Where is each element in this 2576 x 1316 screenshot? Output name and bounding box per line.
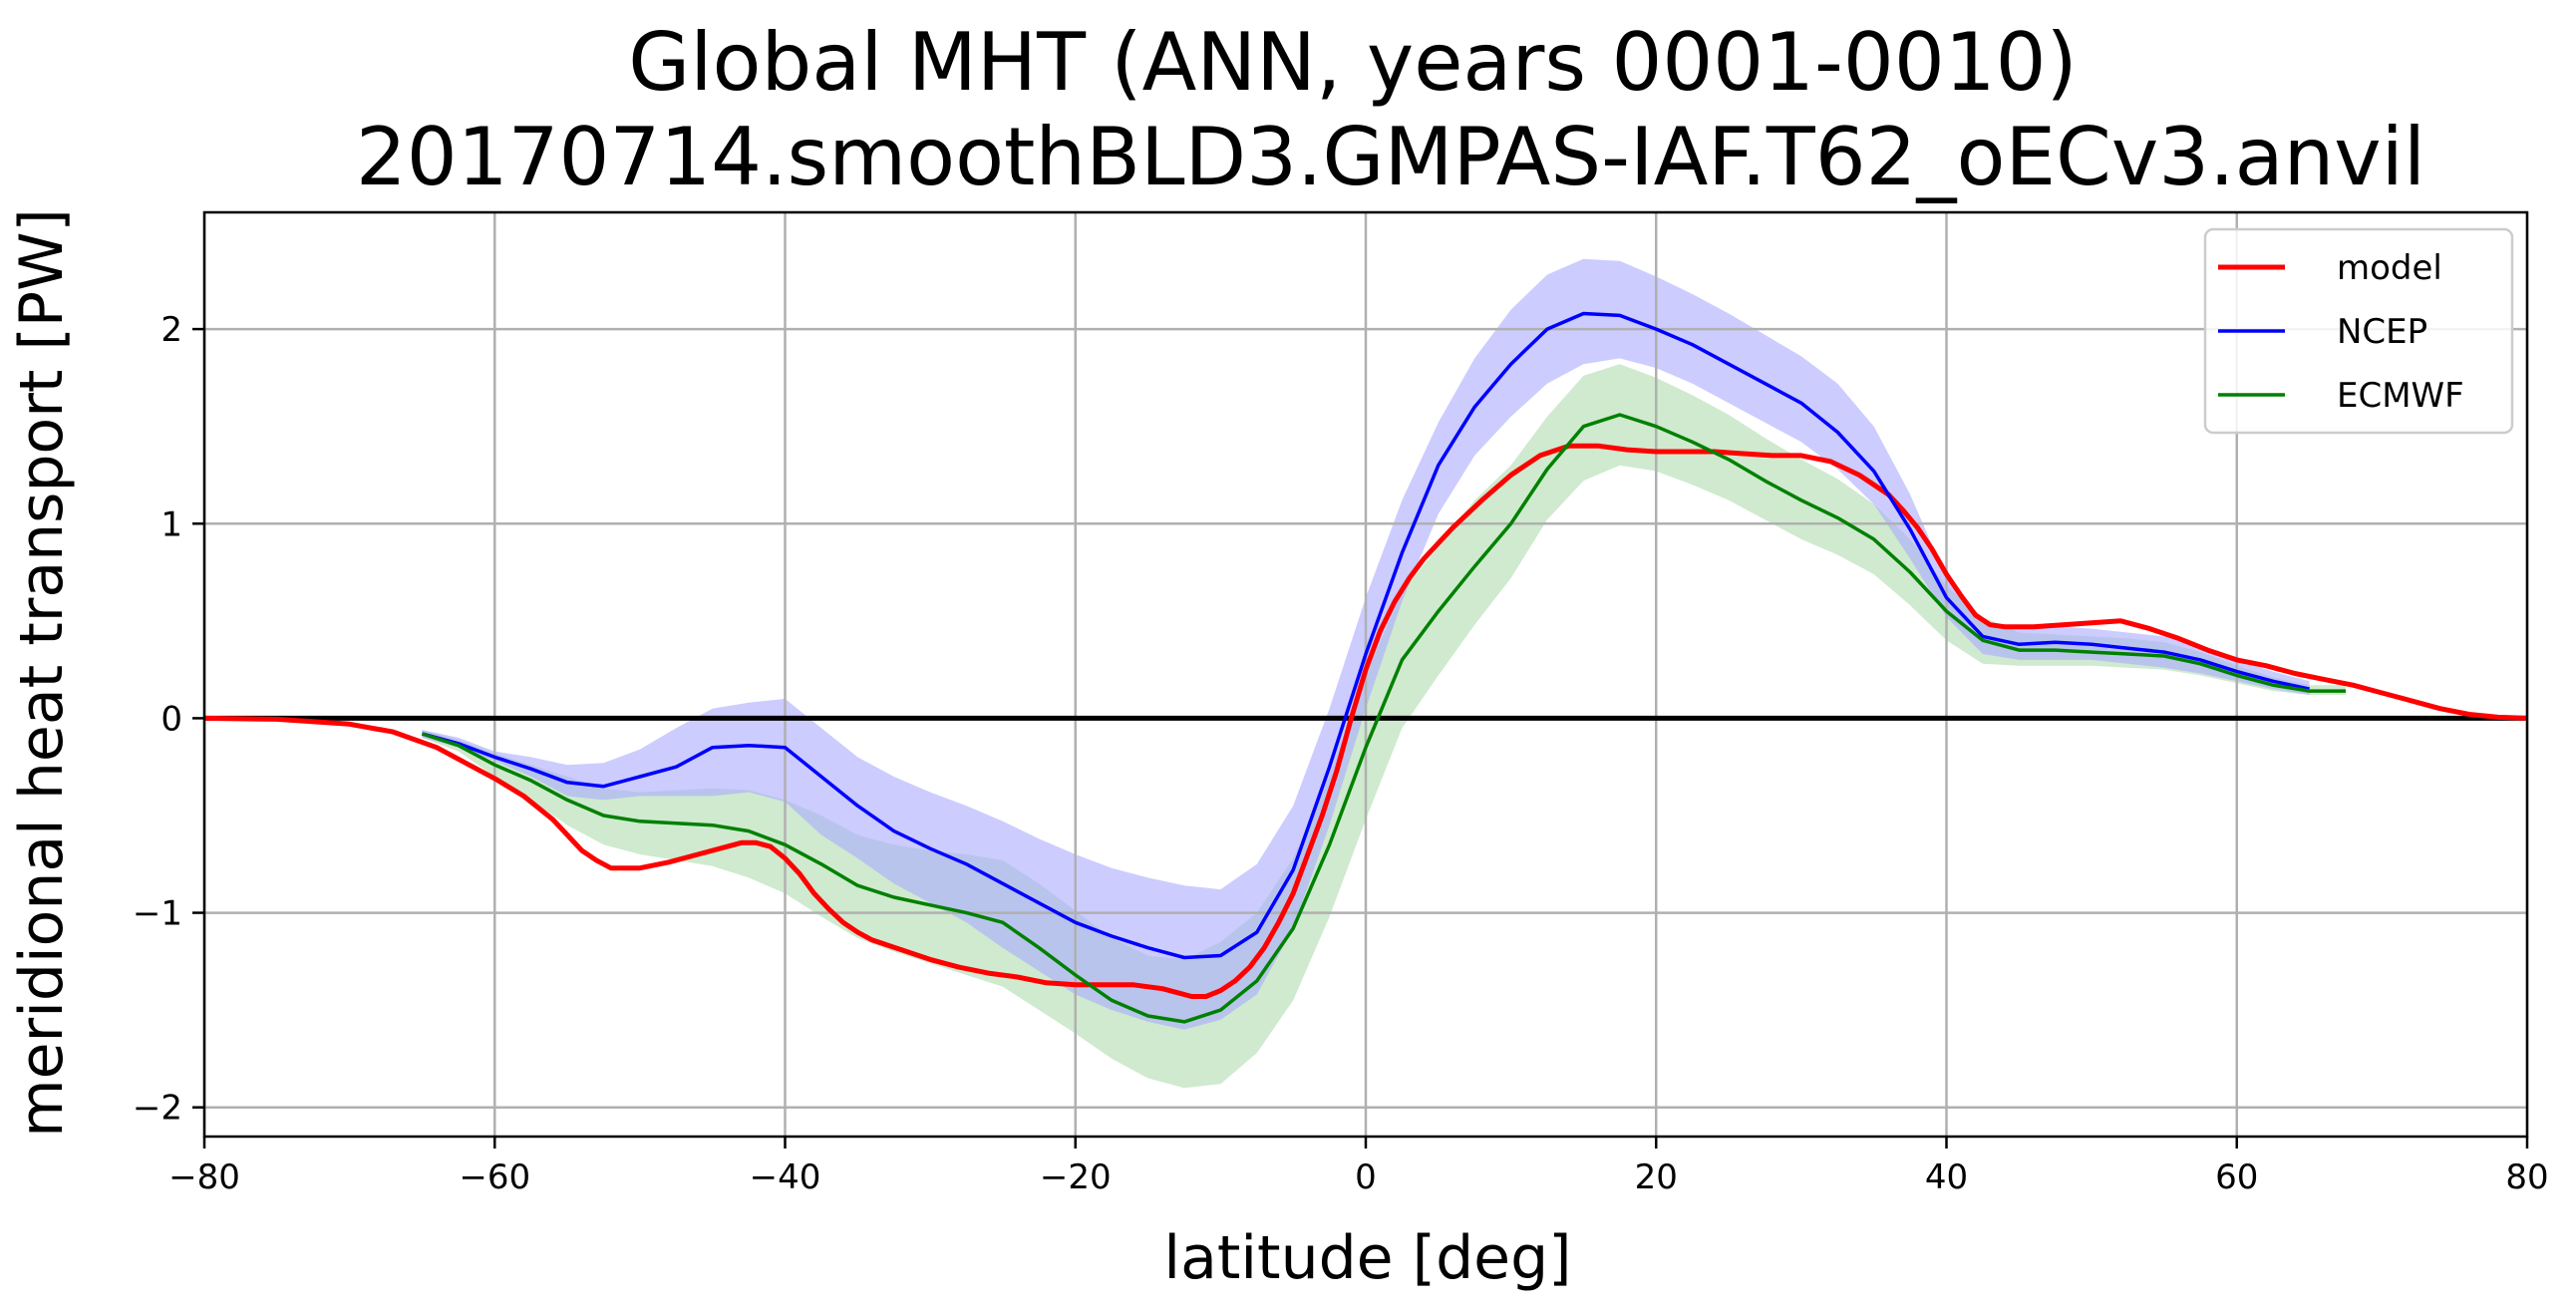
series-line-model [203,443,2528,999]
x-tick-label: 80 [2505,1157,2548,1197]
y-axis-ticks: −2 −1 0 1 2 [133,310,204,1129]
y-tick-label: 0 [161,699,182,739]
x-axis-label: latitude [deg] [1163,1223,1571,1293]
series-line-ecmwf [421,413,2346,1024]
series-line-ncep [421,311,2310,960]
legend-label-ncep: NCEP [2337,312,2427,352]
x-tick-label: 40 [1925,1157,1968,1197]
y-tick-label: 1 [161,504,182,544]
legend: model NCEP ECMWF [2203,227,2514,435]
uncertainty-bands [422,258,2346,1089]
x-axis-ticks: −80 −60 −40 −20 0 20 40 60 80 [168,1137,2549,1197]
legend-box [2203,227,2514,435]
chart-title: Global MHT (ANN, years 0001-0010) [628,16,2077,109]
x-tick-label: 60 [2215,1157,2258,1197]
x-tick-label: −60 [459,1157,530,1197]
x-tick-label: 0 [1355,1157,1377,1197]
x-tick-label: −80 [168,1157,240,1197]
legend-label-ecmwf: ECMWF [2337,376,2464,416]
legend-label-model: model [2337,248,2442,288]
y-tick-label: −2 [133,1089,182,1129]
chart-subtitle: 20170714.smoothBLD3.GMPAS-IAF.T62_oECv3.… [356,111,2425,203]
y-axis-label: meridional heat transport [PW] [7,208,77,1138]
band-ecmwf [422,364,2346,1089]
x-tick-label: 20 [1635,1157,1678,1197]
x-tick-label: −20 [1040,1157,1112,1197]
y-tick-label: 2 [161,310,182,350]
series-lines [203,311,2528,1024]
plot-area [202,210,2529,1139]
y-tick-label: −1 [133,894,182,934]
x-tick-label: −40 [750,1157,821,1197]
